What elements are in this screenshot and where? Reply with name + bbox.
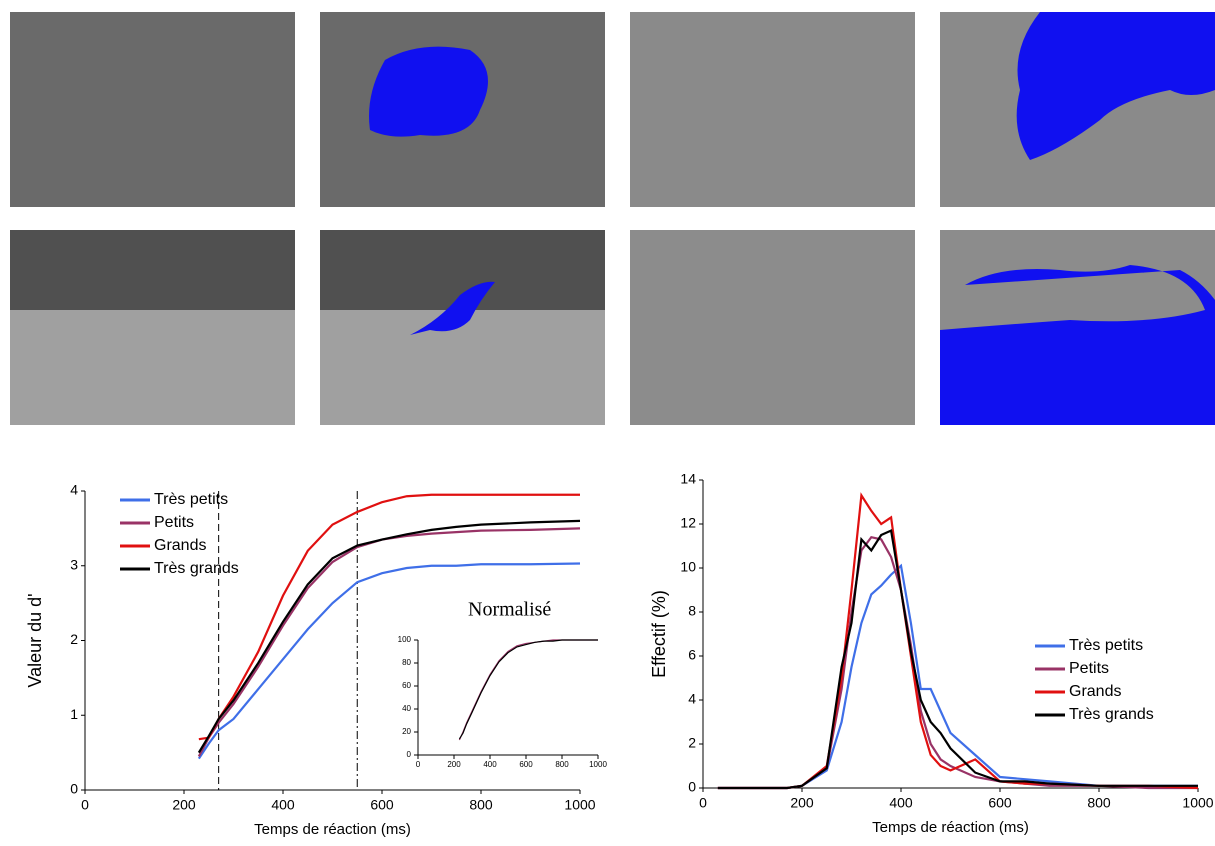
y-tick-label: 10 — [680, 559, 696, 575]
x-tick-label: 600 — [988, 795, 1012, 811]
x-tick-label: 400 — [483, 760, 497, 769]
y-tick-label: 14 — [680, 471, 696, 487]
annotation: Normalisé — [468, 599, 551, 621]
x-axis-label: Temps de réaction (ms) — [872, 819, 1029, 836]
y-tick-label: 2 — [688, 735, 696, 751]
legend-label: Grands — [1069, 683, 1121, 700]
series-line — [197, 527, 581, 757]
x-tick-label: 0 — [416, 760, 421, 769]
y-tick-label: 6 — [688, 647, 696, 663]
image-panels — [10, 12, 1215, 425]
x-tick-label: 600 — [370, 797, 394, 813]
mask — [940, 265, 1215, 425]
photo — [10, 12, 295, 207]
series-line — [197, 519, 581, 754]
x-tick-label: 400 — [271, 797, 295, 813]
x-axis-label: Temps de réaction (ms) — [254, 821, 411, 838]
legend-label: Très grands — [1069, 706, 1154, 723]
mask — [410, 281, 495, 335]
series-line — [717, 535, 1198, 790]
series-line — [458, 639, 598, 741]
x-tick-label: 0 — [81, 797, 89, 813]
y-tick-label: 0 — [407, 750, 412, 759]
y-tick-label: 8 — [688, 603, 696, 619]
x-tick-label: 800 — [1087, 795, 1111, 811]
legend-label: Grands — [154, 537, 206, 554]
chart: 0 200 400 600 800 1000 0 20 40 60 80 100 — [398, 635, 608, 769]
legend-label: Petits — [154, 514, 194, 531]
y-tick-label: 80 — [402, 658, 411, 667]
y-tick-label: 1 — [70, 706, 78, 722]
series-line — [717, 563, 1198, 790]
y-tick-label: 3 — [70, 556, 78, 572]
x-tick-label: 200 — [172, 797, 196, 813]
y-tick-label: 2 — [70, 631, 78, 647]
x-tick-label: 800 — [555, 760, 569, 769]
mask — [369, 46, 488, 137]
chart: 0 200 400 600 800 1000 0 2 4 6 8 10 12 14 Temps de réa… — [649, 471, 1214, 836]
legend-label: Très petits — [154, 491, 228, 508]
series-line — [197, 562, 581, 760]
y-axis-label: Valeur du d' — [25, 593, 45, 687]
y-tick-label: 0 — [70, 781, 78, 797]
y-tick-label: 40 — [402, 704, 411, 713]
y-axis-label: Effectif (%) — [649, 590, 669, 678]
x-tick-label: 200 — [790, 795, 814, 811]
y-tick-label: 4 — [70, 482, 78, 498]
x-tick-label: 400 — [889, 795, 913, 811]
legend-label: Très grands — [154, 560, 239, 577]
series-line — [717, 529, 1198, 790]
y-tick-label: 12 — [680, 515, 696, 531]
legend-label: Très petits — [1069, 637, 1143, 654]
y-tick-label: 100 — [398, 635, 412, 644]
y-tick-label: 0 — [688, 779, 696, 795]
x-tick-label: 1000 — [589, 760, 607, 769]
series-line — [198, 493, 580, 741]
y-tick-label: 4 — [688, 691, 696, 707]
photo-forest — [10, 230, 295, 310]
legend-label: Petits — [1069, 660, 1109, 677]
x-tick-label: 0 — [699, 795, 707, 811]
mask — [1016, 12, 1215, 160]
x-tick-label: 200 — [447, 760, 461, 769]
photo — [630, 230, 915, 425]
x-tick-label: 1000 — [1182, 795, 1213, 811]
series-line — [458, 639, 598, 740]
y-tick-label: 20 — [402, 727, 411, 736]
photo — [630, 12, 915, 207]
x-tick-label: 800 — [469, 797, 493, 813]
x-tick-label: 1000 — [564, 797, 595, 813]
x-tick-label: 600 — [519, 760, 533, 769]
y-tick-label: 60 — [402, 681, 411, 690]
